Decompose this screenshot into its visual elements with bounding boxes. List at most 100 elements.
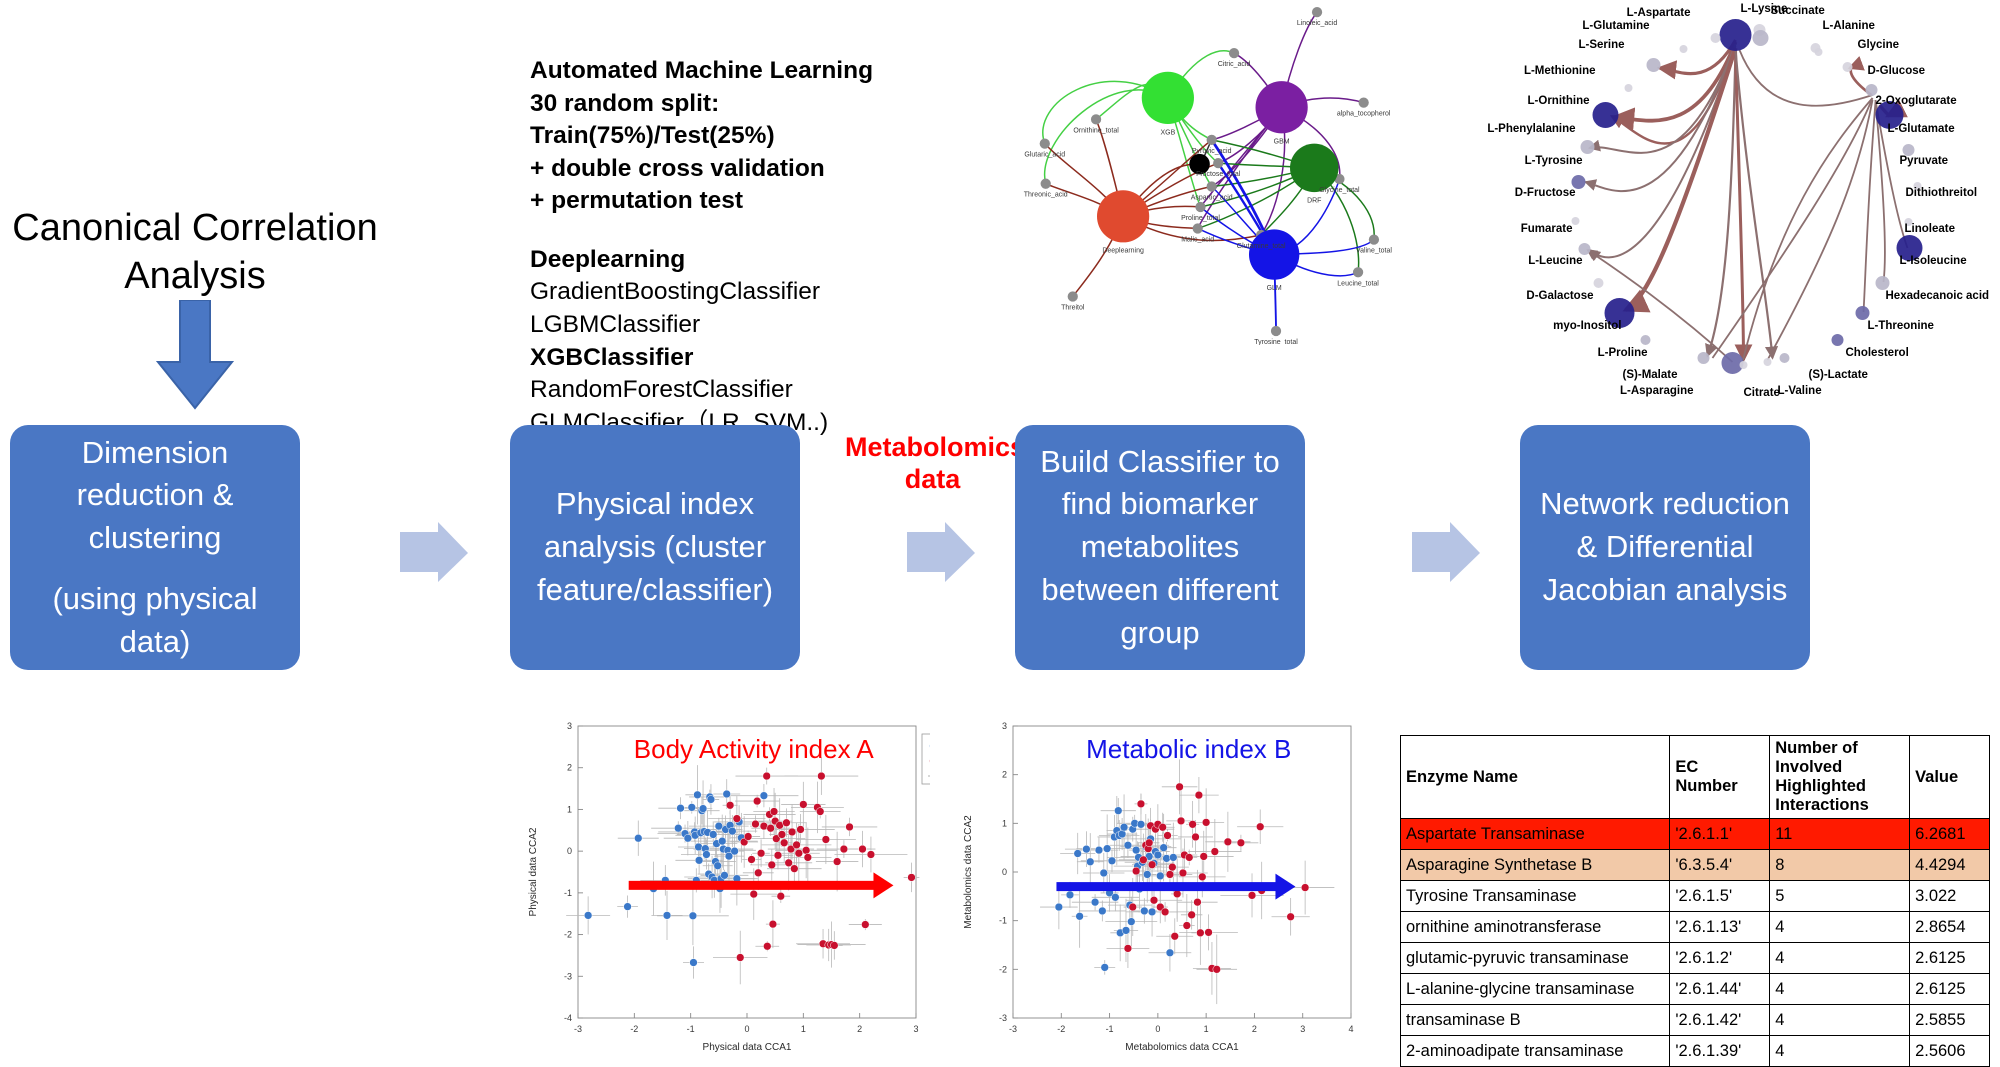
network-hub-label: XGB: [1160, 129, 1175, 136]
jacobian-node-label: L-Threonine: [1868, 320, 1934, 332]
y-tick-label: 1: [567, 804, 572, 814]
jacobian-node-label: Linoleate: [1905, 223, 1955, 235]
table-row[interactable]: glutamic-pyruvic transaminase '2.6.1.2' 4 2…: [1399, 942, 1990, 974]
y-tick-label: -1: [564, 888, 572, 898]
network-hub-node: [1290, 143, 1339, 193]
ml-bold-line: 30 random split: Train(75%)/Test(25%): [530, 89, 775, 150]
jacobian-node-label: Cholesterol: [1846, 347, 1909, 359]
cell-enzyme-name: glutamic-pyruvic transaminase: [1399, 942, 1671, 974]
network-node-label: Proline_total: [1181, 215, 1220, 222]
jacobian-node: [1814, 48, 1823, 56]
jacobian-node: [1721, 352, 1744, 374]
y-tick-label: -3: [564, 971, 572, 981]
network-node-label: Ornithine_total: [1073, 127, 1119, 134]
x-tick-label: 4: [1348, 1024, 1353, 1034]
jacobian-node: [1831, 334, 1844, 346]
jacobian-node: [1875, 276, 1890, 290]
jacobian-node-label: L-Alanine: [1823, 20, 1875, 32]
y-tick-label: -2: [564, 930, 572, 940]
network-node-label: Pyruvic_acid: [1192, 148, 1232, 155]
jacobian-node-label: L-Proline: [1598, 347, 1648, 359]
y-axis-label: Metabolomics data CCA2: [963, 815, 974, 929]
jacobian-node-label: myo-Inositol: [1553, 320, 1621, 332]
cell-ec-number: '2.6.1.42': [1669, 1004, 1771, 1036]
metabolomics-label-line1: Metabolomics: [845, 432, 1026, 462]
jacobian-node-label: Fumarate: [1521, 223, 1573, 235]
flow-connector-arrow-2: [907, 522, 975, 582]
cell-value: 2.5855: [1909, 1004, 1990, 1036]
jacobian-node-label: Citrate: [1744, 387, 1780, 399]
network-node: [1206, 134, 1217, 145]
flow-step-build-classifier[interactable]: Build Classifier to find biomarker metab…: [1015, 425, 1305, 670]
network-node-label: Linoleic_acid: [1297, 20, 1337, 27]
page-title-line1: Canonical Correlation: [12, 207, 378, 249]
box2-line: Physical index: [555, 486, 755, 522]
network-node-label: Threonic_acid: [1024, 192, 1068, 199]
flow-step-physical-index-analysis[interactable]: Physical index analysis (cluster feature…: [510, 425, 800, 670]
jacobian-node: [1578, 243, 1591, 255]
table-row[interactable]: L-alanine-glycine transaminase '2.6.1.44'…: [1399, 973, 1990, 1005]
jacobian-node: [1580, 140, 1595, 154]
x-tick-label: 2: [1252, 1024, 1257, 1034]
plot-legend: Group 1Group 2samples: [921, 733, 930, 785]
table-row[interactable]: 2-aminoadipate transaminase '2.6.1.39' 4 2.…: [1399, 1035, 1990, 1067]
table-row[interactable]: ornithine aminotransferase '2.6.1.13' 4 2.8…: [1399, 911, 1990, 943]
box3-line: Build Classifier to: [1040, 443, 1280, 479]
network-labels: Linoleic_acid Citric_acid alpha_tocopherol…: [1024, 20, 1393, 345]
trend-arrow: [628, 872, 894, 899]
table-row[interactable]: Aspartate Transaminase '2.6.1.1' 11 6.2681: [1399, 818, 1990, 850]
jacobian-node-label: L-Phenylalanine: [1487, 123, 1575, 135]
jacobian-node: [1679, 45, 1688, 53]
jacobian-node-label: L-Tyrosine: [1525, 155, 1583, 167]
network-hub-label: GLM: [1267, 285, 1282, 292]
cell-enzyme-name: Tyrosine Transaminase: [1399, 880, 1671, 912]
page-title-line2: Analysis: [124, 254, 266, 297]
table-row[interactable]: Tyrosine Transaminase '2.6.1.5' 5 3.022: [1399, 880, 1990, 912]
y-axis-label: Physical data CCA2: [528, 827, 539, 916]
cell-value: 2.8654: [1909, 911, 1990, 943]
jacobian-node: [1719, 19, 1752, 51]
cell-enzyme-name: ornithine aminotransferase: [1399, 911, 1671, 943]
network-node: [1039, 138, 1050, 149]
network-node: [1090, 114, 1102, 125]
y-tick-label: 0: [1002, 867, 1007, 877]
box3-line: group: [1120, 614, 1200, 650]
cell-value: 3.022: [1909, 880, 1990, 912]
jacobian-node: [1875, 101, 1904, 129]
network-hub-node: [1248, 229, 1300, 280]
jacobian-node: [1842, 62, 1853, 72]
table-row[interactable]: Asparagine Synthetase B '6.3.5.4' 8 4.4294: [1399, 849, 1990, 881]
flow-step-network-reduction[interactable]: Network reduction & Differential Jacobia…: [1520, 425, 1810, 670]
x-tick-label: -1: [687, 1024, 695, 1034]
network-node-label: Glutaric_acid: [1024, 152, 1065, 159]
box2-line: analysis (cluster: [543, 529, 767, 565]
network-node: [1228, 48, 1240, 59]
column-header-interactions-line2: Highlighted Interactions: [1775, 777, 1869, 814]
network-node: [1040, 178, 1051, 189]
scatter-series-group-2: [725, 771, 916, 962]
table-body: Aspartate Transaminase '2.6.1.1' 11 6.2681 A…: [1399, 818, 1990, 1067]
box3-line: find biomarker: [1061, 486, 1259, 522]
network-node-label: Glycine_total: [1319, 187, 1360, 194]
enzyme-table: Enzyme Name EC Number Number of Involved…: [1399, 735, 1990, 1067]
x-tick-label: 1: [801, 1024, 806, 1034]
cell-ec-number: '2.6.1.39': [1669, 1035, 1771, 1067]
jacobian-node-label: (S)-Malate: [1623, 369, 1678, 381]
jacobian-node-label: Hexadecanoic acid: [1886, 290, 1990, 302]
jacobian-node-label: L-Valine: [1778, 385, 1822, 397]
jacobian-edges: [1583, 39, 1909, 363]
cell-enzyme-name: Asparagine Synthetase B: [1399, 849, 1671, 881]
x-tick-label: -2: [630, 1024, 638, 1034]
y-tick-label: 2: [1002, 770, 1007, 780]
network-node: [1311, 6, 1323, 18]
jacobian-node-label: L-Methionine: [1524, 65, 1596, 77]
jacobian-nodes: [1571, 19, 1923, 374]
y-tick-label: 0: [567, 846, 572, 856]
table-row[interactable]: transaminase B '2.6.1.42' 4 2.5855: [1399, 1004, 1990, 1036]
network-node: [1358, 97, 1369, 108]
flow-step-dimension-reduction[interactable]: Dimension reduction & clustering (using …: [10, 425, 300, 670]
cell-enzyme-name: Aspartate Transaminase: [1399, 818, 1671, 850]
